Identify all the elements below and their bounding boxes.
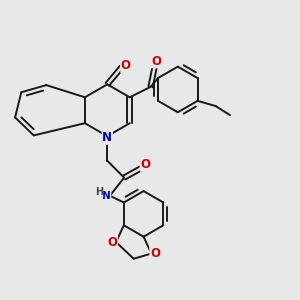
Text: H: H xyxy=(94,187,103,197)
Text: O: O xyxy=(140,158,150,171)
Text: O: O xyxy=(121,59,131,72)
Text: O: O xyxy=(150,247,160,260)
Text: O: O xyxy=(107,236,118,249)
Text: O: O xyxy=(151,55,161,68)
Text: N: N xyxy=(102,131,112,144)
Text: N: N xyxy=(102,191,111,201)
